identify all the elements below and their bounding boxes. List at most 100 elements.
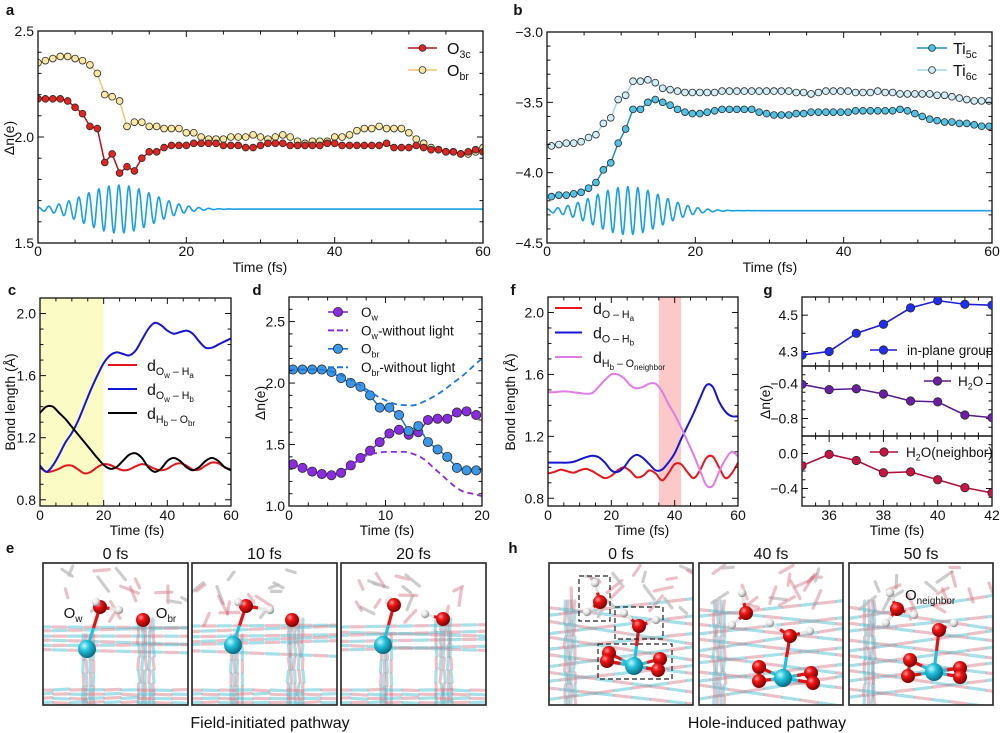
bond-stick: [865, 635, 871, 649]
o3c-point: [115, 169, 124, 177]
data-series: [38, 52, 483, 177]
bond-stick: [577, 624, 597, 631]
bond-stick: [569, 623, 574, 637]
bond-stick: [699, 631, 711, 636]
ti5c-point: [606, 159, 615, 167]
hydrogen-atom: [651, 615, 661, 625]
bond-stick: [447, 617, 453, 632]
bond-stick: [678, 605, 689, 616]
ti6c-point: [807, 90, 815, 98]
ti5c-point: [896, 105, 904, 114]
in-plane-group-point: [851, 328, 861, 338]
bond-stick: [293, 695, 298, 705]
dow-hb-line: [40, 321, 231, 473]
ti5c-point: [948, 118, 956, 126]
o3c-point: [264, 139, 272, 148]
label-text: w: [163, 371, 170, 380]
label-text: O: [361, 342, 372, 357]
bond-stick: [559, 694, 579, 700]
ti6c-point: [925, 90, 934, 98]
bond-stick: [931, 618, 951, 624]
legend-entry-o3c: O3c: [408, 41, 471, 61]
bond-stick: [835, 626, 843, 631]
obr-point: [197, 133, 205, 141]
bond-stick: [835, 616, 843, 620]
legend-entry-do-hb: dO – Hb: [555, 325, 635, 347]
legend-label: Ti6c: [953, 63, 978, 83]
bond-stick: [568, 659, 573, 673]
bond-stick: [92, 567, 111, 573]
x-axis-label: Time (fs): [360, 522, 415, 538]
bond-stick: [859, 623, 879, 629]
bond-stick: [849, 678, 861, 683]
bond-stick: [895, 644, 915, 650]
hydrogen-atom: [265, 605, 275, 615]
bond-stick: [763, 614, 783, 620]
bond-stick: [549, 663, 561, 669]
oxygen-atom: [752, 660, 766, 674]
label-text: d: [147, 358, 156, 375]
bond-stick: [354, 600, 363, 612]
bond-stick: [913, 646, 933, 653]
bond-stick: [103, 687, 122, 692]
obr-point: [330, 133, 339, 141]
panel-g-chart: g4.34.5in-plane group−0.8−0.4 H2O−0.40.03…: [757, 282, 1000, 538]
x-axis-label: Time (fs): [110, 522, 165, 538]
legend-marker: [879, 447, 889, 457]
obr-point: [353, 126, 361, 135]
bond-stick: [712, 635, 717, 649]
bond-stick: [559, 661, 579, 667]
lattice-sticks: [699, 563, 843, 705]
titanium-atom: [224, 636, 242, 654]
bond-stick: [709, 685, 729, 691]
bond-stick: [641, 570, 647, 583]
atom-label: Oneighbor: [905, 587, 956, 607]
bond-stick: [931, 603, 947, 614]
y-axis-label: Bond length (Å): [502, 353, 518, 450]
bond-stick: [817, 663, 837, 669]
x-tick-label: 38: [876, 507, 892, 523]
bond-stick: [866, 611, 872, 625]
bond-stick: [940, 587, 950, 603]
bond-stick: [549, 612, 561, 617]
ti5c-point: [718, 105, 726, 114]
o3c-point: [301, 141, 309, 150]
y-tick-label: 1.5: [15, 235, 35, 251]
oxygen-atom: [600, 654, 614, 668]
bond-stick: [577, 626, 597, 632]
bond-stick: [442, 669, 448, 684]
in-plane-group-point: [802, 350, 807, 360]
ti5c-point: [562, 191, 571, 199]
panel-label: h: [508, 540, 517, 557]
bond-stick: [719, 659, 724, 673]
oxygen-atom: [783, 629, 797, 643]
bond-stick: [727, 627, 747, 633]
bond-stick: [863, 623, 868, 637]
label-text: d: [147, 406, 156, 423]
ti5c-point: [792, 109, 800, 118]
legend-entry-dow-ha: dOw – Ha: [108, 358, 194, 380]
legend-label: Obr: [361, 342, 379, 360]
bond-stick: [649, 684, 669, 691]
y-tick-label: 1.5: [266, 437, 286, 453]
h2o-neighbor-point: [851, 455, 861, 466]
bond-stick: [297, 669, 302, 684]
bond-stick: [742, 602, 761, 610]
bond-stick: [151, 643, 156, 658]
x-tick-label: 60: [984, 243, 1000, 259]
h2o-neighbor-point: [802, 461, 807, 471]
bond-stick: [264, 626, 281, 631]
h2o-point: [960, 410, 970, 420]
in-plane-group-point: [878, 319, 889, 329]
obr-point: [138, 118, 146, 126]
o3c-point: [345, 141, 354, 150]
bond-stick: [631, 615, 651, 621]
bond-stick: [872, 599, 877, 613]
